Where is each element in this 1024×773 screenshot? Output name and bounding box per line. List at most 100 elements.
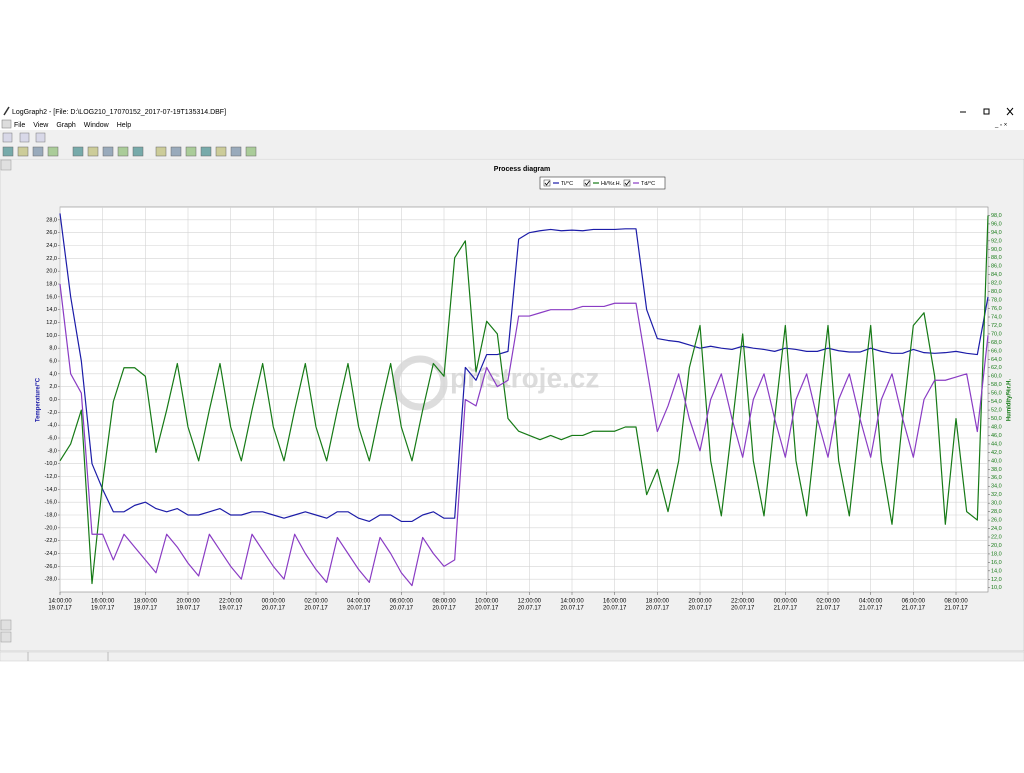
y-tick-label: -14,0 xyxy=(44,487,57,493)
title-bar xyxy=(0,104,1024,118)
x-tick-date: 21.07.17 xyxy=(944,606,968,612)
y2-tick-label: 62,0 xyxy=(991,365,1002,371)
x-tick-date: 20.07.17 xyxy=(518,606,542,612)
y-tick-label: -20,0 xyxy=(44,525,57,531)
y-tick-label: -28,0 xyxy=(44,577,57,583)
tool-button[interactable] xyxy=(32,146,44,157)
close-button[interactable] xyxy=(1006,107,1014,116)
legend-label: Td/°C xyxy=(641,181,655,187)
y-tick-label: 20,0 xyxy=(46,269,57,275)
menu-item[interactable]: Help xyxy=(117,122,132,129)
y2-tick-label: 60,0 xyxy=(991,374,1002,380)
tool-button[interactable] xyxy=(230,146,242,157)
y2-tick-label: 50,0 xyxy=(991,416,1002,422)
tool-button[interactable] xyxy=(170,146,182,157)
menu-item[interactable]: View xyxy=(33,122,49,129)
tool-button[interactable] xyxy=(102,146,114,157)
x-tick-label: 20:00:00 xyxy=(176,599,200,605)
tool-button[interactable] xyxy=(72,146,84,157)
y-tick-label: 12,0 xyxy=(46,320,57,326)
tool-button[interactable] xyxy=(155,146,167,157)
y-tick-label: 10,0 xyxy=(46,333,57,339)
y2-tick-label: 72,0 xyxy=(991,323,1002,329)
y-tick-label: 4,0 xyxy=(49,371,57,377)
y2-tick-label: 90,0 xyxy=(991,247,1002,253)
status-bar xyxy=(0,651,1024,662)
y-tick-label: -2,0 xyxy=(48,410,57,416)
y2-tick-label: 98,0 xyxy=(991,213,1002,219)
y2-tick-label: 54,0 xyxy=(991,399,1002,405)
legend-label: Ti/°C xyxy=(561,181,573,187)
y-tick-label: -16,0 xyxy=(44,500,57,506)
x-tick-date: 19.07.17 xyxy=(48,606,72,612)
y2-tick-label: 14,0 xyxy=(991,568,1002,574)
x-tick-date: 19.07.17 xyxy=(219,606,243,612)
y2-tick-label: 30,0 xyxy=(991,501,1002,507)
tool-button[interactable] xyxy=(215,146,227,157)
tool-button[interactable] xyxy=(87,146,99,157)
tool-button[interactable] xyxy=(47,146,59,157)
menu-bar xyxy=(0,118,1024,130)
tool-button[interactable] xyxy=(132,146,144,157)
legend-check xyxy=(584,180,590,186)
x-tick-label: 22:00:00 xyxy=(731,599,755,605)
menu-item[interactable]: Window xyxy=(84,122,110,129)
x-tick-date: 21.07.17 xyxy=(902,606,926,612)
x-tick-label: 18:00:00 xyxy=(646,599,670,605)
x-tick-label: 16:00:00 xyxy=(603,599,627,605)
y2-tick-label: 74,0 xyxy=(991,314,1002,320)
tool-button[interactable] xyxy=(17,146,29,157)
legend-label: Hi/%r.H. xyxy=(601,181,622,187)
legend-checkbox[interactable] xyxy=(543,179,551,187)
y2-tick-label: 26,0 xyxy=(991,518,1002,524)
y-tick-label: -24,0 xyxy=(44,551,57,557)
side-button[interactable] xyxy=(0,159,12,171)
y2-tick-label: 34,0 xyxy=(991,484,1002,490)
y2-tick-label: 64,0 xyxy=(991,357,1002,363)
mdi-controls[interactable]: _ ▫ × xyxy=(994,123,1008,129)
legend-check xyxy=(624,180,630,186)
x-tick-date: 20.07.17 xyxy=(347,606,371,612)
x-tick-label: 20:00:00 xyxy=(688,599,712,605)
y2-tick-label: 86,0 xyxy=(991,264,1002,270)
y2-axis-title: Humidity/%r.H. xyxy=(1007,378,1013,421)
side-button[interactable] xyxy=(0,619,12,631)
menu-item[interactable]: File xyxy=(14,122,25,129)
tool-button[interactable] xyxy=(2,132,13,143)
tool-button[interactable] xyxy=(117,146,129,157)
x-tick-label: 08:00:00 xyxy=(432,599,456,605)
tool-button[interactable] xyxy=(185,146,197,157)
y2-tick-label: 84,0 xyxy=(991,272,1002,278)
y-tick-label: 26,0 xyxy=(46,230,57,236)
y-tick-label: 24,0 xyxy=(46,243,57,249)
y2-tick-label: 18,0 xyxy=(991,551,1002,557)
tool-button[interactable] xyxy=(19,132,30,143)
x-tick-date: 21.07.17 xyxy=(859,606,883,612)
y2-tick-label: 36,0 xyxy=(991,475,1002,481)
y-tick-label: 8,0 xyxy=(49,346,57,352)
menu-item[interactable]: Graph xyxy=(56,122,76,129)
y-tick-label: 28,0 xyxy=(46,217,57,223)
tool-button[interactable] xyxy=(2,146,14,157)
y2-tick-label: 22,0 xyxy=(991,534,1002,540)
legend-checkbox[interactable] xyxy=(623,179,631,187)
x-tick-label: 06:00:00 xyxy=(390,599,414,605)
y2-tick-label: 28,0 xyxy=(991,509,1002,515)
x-tick-label: 18:00:00 xyxy=(134,599,158,605)
y-tick-label: -12,0 xyxy=(44,474,57,480)
tool-button[interactable] xyxy=(35,132,46,143)
tool-button[interactable] xyxy=(245,146,257,157)
side-button[interactable] xyxy=(0,631,12,643)
legend-checkbox[interactable] xyxy=(583,179,591,187)
toolbar xyxy=(0,130,1024,158)
x-tick-label: 16:00:00 xyxy=(91,599,115,605)
tool-button[interactable] xyxy=(200,146,212,157)
x-tick-date: 21.07.17 xyxy=(774,606,798,612)
y2-tick-label: 80,0 xyxy=(991,289,1002,295)
x-tick-label: 00:00:00 xyxy=(774,599,798,605)
y2-tick-label: 40,0 xyxy=(991,458,1002,464)
y-tick-label: 6,0 xyxy=(49,358,57,364)
restore-button[interactable] xyxy=(983,108,990,115)
window-title: LogGraph2 - [File: D:\LOG210_17070152_20… xyxy=(12,109,226,116)
